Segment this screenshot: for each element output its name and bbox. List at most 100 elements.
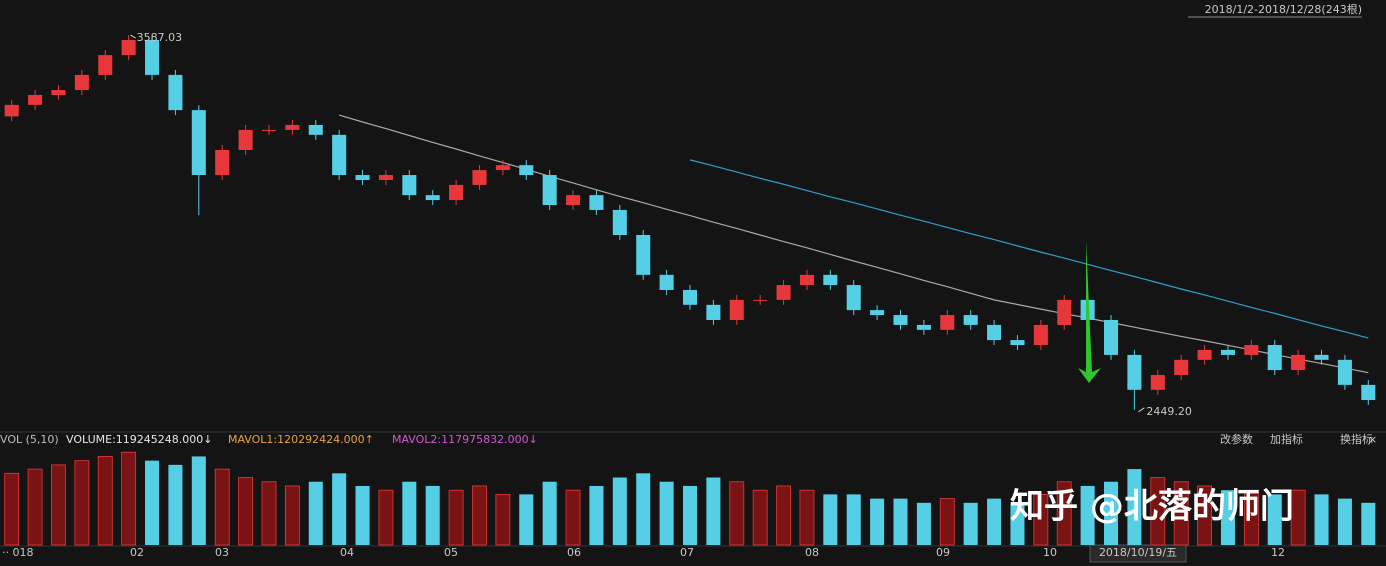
volume-bar — [893, 498, 908, 545]
volume-bar — [308, 481, 323, 545]
volume-bar — [916, 502, 931, 545]
volume-bar — [1127, 469, 1142, 545]
candle-body — [823, 274, 838, 286]
button[interactable]: 改参数 — [1220, 432, 1253, 446]
volume-bar — [823, 494, 838, 545]
volume-bar — [870, 498, 885, 545]
volume-bar — [1243, 489, 1259, 546]
candle-body — [402, 175, 417, 196]
volume-bar — [1150, 477, 1166, 546]
volume-bar — [706, 477, 721, 545]
volume-header: MAVOL1:120292424.000↑ — [228, 433, 374, 446]
volume-bar — [214, 468, 230, 546]
volume-bar — [448, 489, 464, 546]
candle-body — [1314, 354, 1329, 360]
volume-bar — [729, 481, 745, 546]
volume-bar — [378, 489, 394, 546]
volume-bar — [51, 464, 66, 546]
volume-bar — [332, 473, 347, 545]
volume-bar — [565, 489, 581, 546]
month-label: 02 — [130, 546, 144, 559]
candle-body — [1010, 340, 1025, 346]
candle-body — [1220, 349, 1235, 355]
volume-bar — [519, 494, 534, 545]
volume-bar — [542, 481, 557, 545]
high-label: 3587.03 — [137, 31, 183, 44]
candle-body — [28, 94, 43, 105]
candle-body — [1291, 354, 1306, 371]
button[interactable]: 换指标 — [1340, 432, 1373, 446]
close-button[interactable]: × — [1368, 433, 1377, 446]
volume-bar — [1361, 502, 1376, 545]
volume-bar — [589, 485, 604, 545]
volume-bar — [612, 477, 627, 545]
candle-body — [425, 195, 440, 201]
candle-body — [238, 129, 253, 150]
range-label: 2018/1/2-2018/12/28(243根) — [1205, 2, 1362, 16]
volume-bar — [1197, 485, 1212, 546]
candle-body — [636, 234, 651, 275]
month-label: 09 — [936, 546, 950, 559]
month-label: 03 — [215, 546, 229, 559]
volume-header: VOLUME:119245248.000↓ — [66, 433, 212, 446]
month-label: 07 — [680, 546, 694, 559]
volume-bar — [27, 468, 43, 546]
volume-bar — [636, 473, 651, 545]
candle-body — [987, 324, 1002, 341]
volume-header: MAVOL2:117975832.000↓ — [392, 433, 538, 446]
candle-body — [308, 124, 323, 135]
volume-bar — [145, 460, 160, 545]
month-label: 10 — [1043, 546, 1057, 559]
volume-bar — [168, 464, 183, 545]
candle-body — [98, 55, 113, 75]
date-label: 2018/10/19/五 — [1099, 546, 1177, 559]
candle-body — [940, 315, 955, 330]
volume-bar — [939, 498, 955, 546]
volume-bar — [776, 485, 791, 546]
candle-body — [332, 134, 347, 176]
candle-body — [1244, 345, 1259, 355]
candle-body — [1337, 359, 1352, 385]
candle-body — [1104, 319, 1119, 355]
candle-body — [753, 299, 768, 301]
candle-body — [870, 310, 885, 316]
candle-body — [612, 209, 627, 235]
volume-bar — [1080, 485, 1095, 545]
high-pointer — [130, 34, 136, 39]
candle-body — [659, 274, 674, 290]
volume-bar — [1337, 498, 1352, 545]
volume-bar — [682, 485, 698, 545]
ma-line — [689, 159, 1369, 339]
volume-bar — [97, 456, 113, 546]
candle-body — [51, 90, 66, 95]
volume-bar — [846, 494, 861, 545]
volume-bar — [121, 451, 137, 546]
volume-bar — [472, 485, 487, 546]
candle-body — [519, 165, 534, 176]
button[interactable]: 加指标 — [1270, 432, 1303, 446]
candle-body — [168, 74, 183, 111]
low-label: 2449.20 — [1146, 405, 1192, 418]
volume-bar — [261, 481, 277, 546]
volume-bar — [4, 472, 20, 546]
candle-body — [893, 315, 908, 325]
watermark: 知乎 @北落的师门 — [1010, 487, 1294, 527]
candle-body — [191, 110, 206, 176]
volume-bar — [238, 477, 254, 546]
volume-bar — [963, 502, 978, 545]
candle-body — [472, 170, 487, 185]
candle-body — [145, 39, 160, 75]
volume-bar — [987, 498, 1002, 545]
candle-body — [1150, 374, 1165, 390]
candle-body — [542, 175, 557, 206]
candle-body — [285, 124, 300, 130]
month-label: ·· 018 — [2, 546, 34, 559]
candle-body — [495, 165, 510, 171]
candle-body — [1361, 384, 1376, 401]
volume-bar — [1290, 489, 1306, 546]
candle-body — [729, 299, 744, 320]
candle-body — [1057, 299, 1072, 325]
candle-body — [682, 290, 698, 305]
